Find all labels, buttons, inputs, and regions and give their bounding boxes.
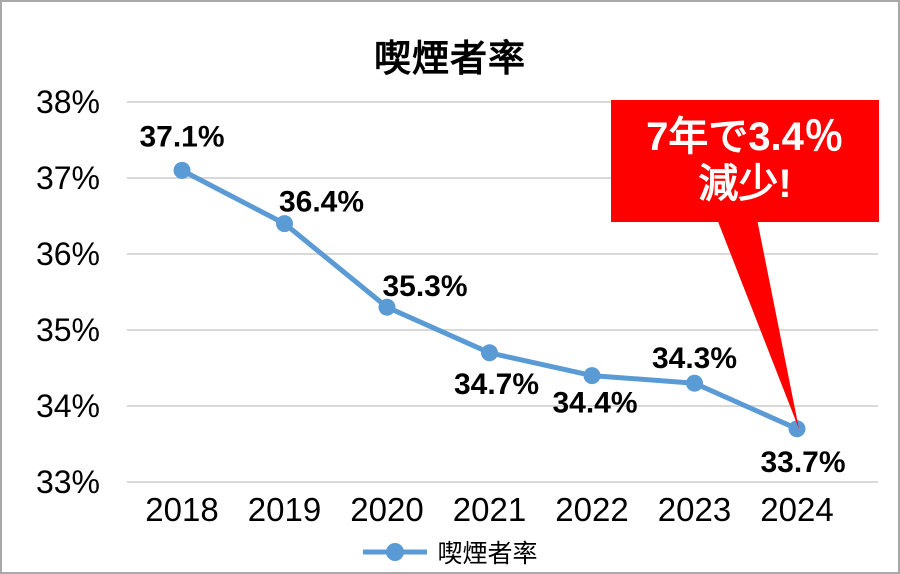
x-axis-tick-label: 2023 bbox=[658, 491, 731, 528]
x-axis-tick-label: 2021 bbox=[453, 491, 526, 528]
data-point-label: 34.7% bbox=[454, 368, 539, 401]
callout-text-line1: 7年で3.4％ bbox=[646, 114, 844, 159]
data-point-label: 34.3% bbox=[652, 342, 737, 375]
y-axis-tick-label: 37% bbox=[36, 160, 100, 196]
data-point-marker bbox=[378, 298, 396, 316]
legend-line-marker-icon bbox=[363, 543, 428, 561]
y-axis-tick-label: 33% bbox=[36, 464, 100, 500]
y-axis-tick-label: 34% bbox=[36, 388, 100, 424]
x-axis-tick-label: 2019 bbox=[248, 491, 321, 528]
y-axis-tick-label: 38% bbox=[36, 84, 100, 120]
data-point-marker bbox=[686, 374, 703, 392]
data-point-marker bbox=[583, 367, 601, 385]
x-axis-tick-label: 2022 bbox=[555, 491, 628, 528]
x-axis-tick-label: 2024 bbox=[760, 491, 833, 528]
data-point-marker bbox=[481, 344, 498, 362]
chart-legend: 喫煙者率 bbox=[2, 534, 898, 570]
data-point-marker bbox=[276, 215, 293, 233]
legend-series-label: 喫煙者率 bbox=[437, 540, 538, 568]
y-axis-tick-label: 36% bbox=[36, 236, 100, 272]
data-point-label: 37.1% bbox=[139, 120, 224, 153]
data-point-label: 35.3% bbox=[382, 270, 467, 303]
x-axis-tick-label: 2020 bbox=[350, 491, 423, 528]
callout-annotation: 7年で3.4％ 減少! bbox=[611, 100, 879, 222]
data-point-marker bbox=[173, 161, 191, 179]
data-point-marker bbox=[788, 420, 806, 438]
data-point-label: 34.4% bbox=[552, 387, 637, 420]
x-axis-tick-label: 2018 bbox=[145, 491, 218, 528]
chart-title: 喫煙者率 bbox=[374, 38, 526, 79]
data-point-label: 33.7% bbox=[760, 446, 845, 479]
y-axis-tick-label: 35% bbox=[36, 312, 100, 348]
callout-text-line2: 減少! bbox=[698, 162, 792, 206]
data-point-label: 36.4% bbox=[279, 186, 364, 219]
